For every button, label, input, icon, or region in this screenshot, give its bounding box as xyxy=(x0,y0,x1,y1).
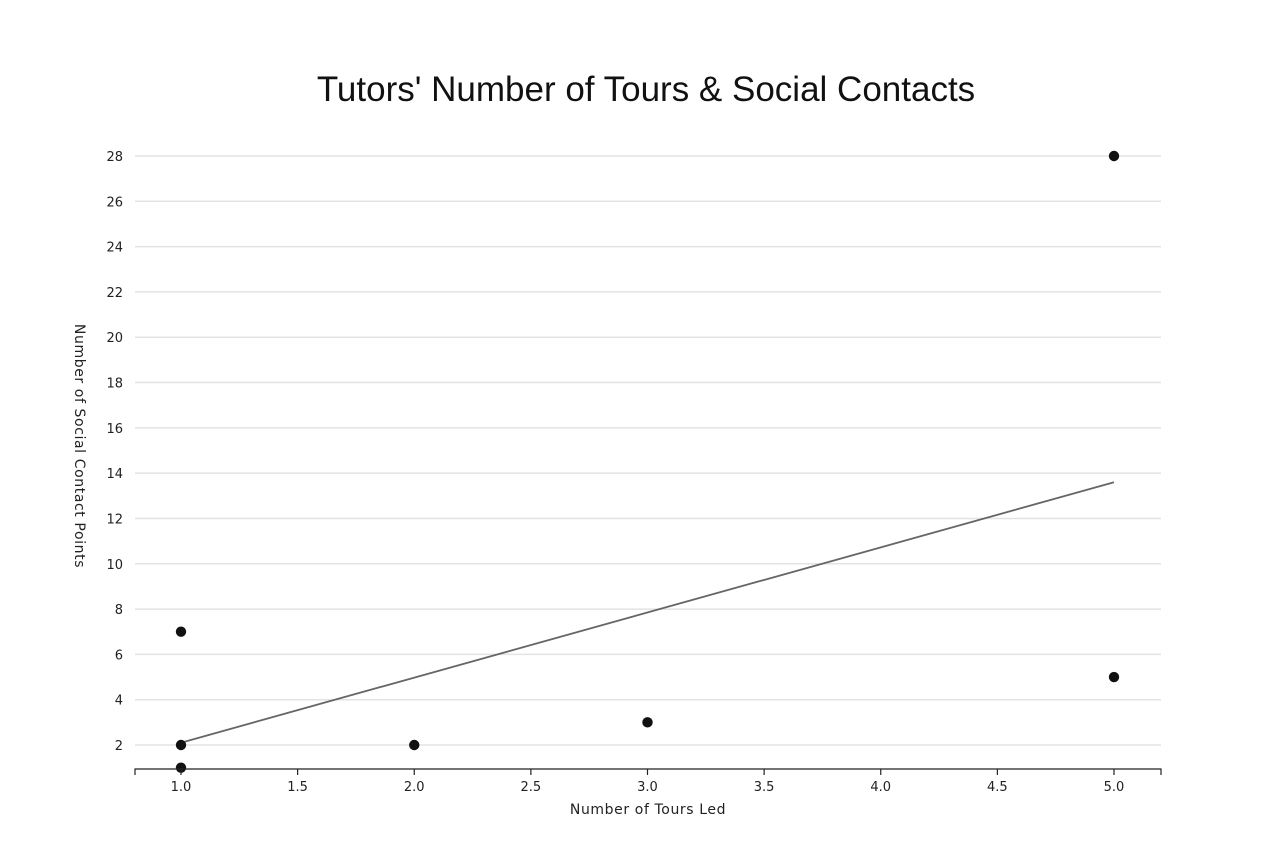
data-point xyxy=(175,739,187,751)
data-point xyxy=(175,762,187,773)
y-tick-label: 4 xyxy=(115,694,123,709)
data-points xyxy=(175,150,1120,773)
data-point xyxy=(175,626,187,637)
y-tick-label: 24 xyxy=(106,241,123,256)
y-tick-label: 14 xyxy=(106,467,123,482)
x-tick-label: 5.0 xyxy=(1104,780,1125,795)
y-tick-label: 26 xyxy=(106,195,123,210)
x-tick-label: 1.5 xyxy=(287,780,308,795)
data-point xyxy=(1108,150,1120,162)
y-tick-label: 16 xyxy=(106,422,123,437)
trendline-layer xyxy=(180,481,1115,744)
y-tick-label: 8 xyxy=(115,603,123,618)
y-axis-title: Number of Social Contact Points xyxy=(71,324,87,568)
y-tick-label: 28 xyxy=(106,150,123,165)
y-tick-label: 10 xyxy=(106,558,123,573)
x-axis-title: Number of Tours Led xyxy=(570,802,726,818)
x-axis: 1.0 1.5 2.0 2.5 3.0 3.5 4.0 4.5 5.0 xyxy=(134,768,1162,795)
chart-title: Tutors' Number of Tours & Social Contact… xyxy=(316,70,976,109)
y-tick-label: 22 xyxy=(106,286,123,301)
x-tick-label: 3.0 xyxy=(637,780,658,795)
x-tick-label: 1.0 xyxy=(171,780,192,795)
trendline xyxy=(180,481,1115,744)
grid-lines xyxy=(135,155,1161,746)
data-point xyxy=(642,717,653,728)
x-tick-label: 3.5 xyxy=(754,780,775,795)
data-point xyxy=(1108,671,1120,683)
data-point xyxy=(409,739,420,751)
x-tick-label: 4.0 xyxy=(870,780,891,795)
y-tick-label: 2 xyxy=(115,739,123,754)
x-tick-label: 2.0 xyxy=(404,780,425,795)
x-tick-label: 2.5 xyxy=(521,780,542,795)
x-tick-label: 4.5 xyxy=(987,780,1008,795)
y-tick-label: 20 xyxy=(106,331,123,346)
y-tick-label: 6 xyxy=(115,648,123,663)
y-tick-label: 12 xyxy=(106,512,123,527)
y-tick-label: 18 xyxy=(106,377,123,392)
